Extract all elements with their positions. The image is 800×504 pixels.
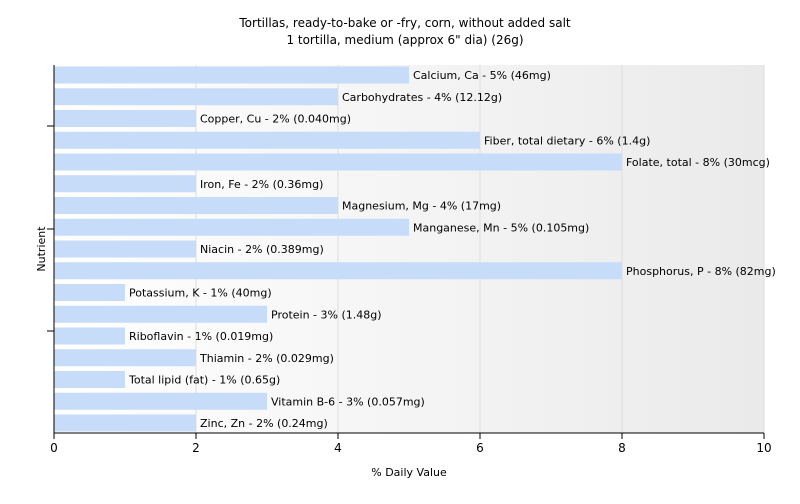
bar-label: Carbohydrates - 4% (12.12g) — [342, 91, 502, 104]
x-axis-label: % Daily Value — [371, 466, 447, 479]
bar — [54, 392, 267, 410]
chart-subtitle: 1 tortilla, medium (approx 6" dia) (26g) — [286, 33, 523, 47]
bar-label: Folate, total - 8% (30mcg) — [626, 156, 770, 169]
bar-label: Phosphorus, P - 8% (82mg) — [626, 265, 776, 278]
bar-label: Magnesium, Mg - 4% (17mg) — [342, 200, 501, 213]
bar — [54, 262, 622, 280]
bar-label: Vitamin B-6 - 3% (0.057mg) — [271, 395, 425, 408]
x-tick-label: 4 — [334, 441, 342, 455]
chart-title: Tortillas, ready-to-bake or -fry, corn, … — [238, 16, 571, 30]
x-tick-label: 2 — [192, 441, 200, 455]
bar-label: Niacin - 2% (0.389mg) — [200, 243, 324, 256]
bar — [54, 327, 125, 345]
bar-label: Fiber, total dietary - 6% (1.4g) — [484, 134, 650, 147]
bar — [54, 153, 622, 171]
bar — [54, 218, 409, 236]
x-tick-label: 6 — [476, 441, 484, 455]
bar — [54, 66, 409, 84]
bar-label: Zinc, Zn - 2% (0.24mg) — [200, 417, 328, 430]
x-axis-ticks: 0 2 4 6 8 10 — [50, 433, 772, 455]
x-tick-label: 8 — [618, 441, 626, 455]
bar-label: Thiamin - 2% (0.029mg) — [199, 352, 334, 365]
bar — [54, 305, 267, 323]
bar — [54, 240, 196, 258]
bar — [54, 371, 125, 388]
bar — [54, 131, 480, 149]
bar — [54, 284, 125, 301]
bar — [54, 175, 196, 193]
bar — [54, 349, 196, 367]
y-axis-label: Nutrient — [35, 226, 48, 272]
bar-label: Total lipid (fat) - 1% (0.65g) — [128, 374, 280, 387]
bar — [54, 88, 338, 106]
bar-label: Riboflavin - 1% (0.019mg) — [129, 330, 273, 343]
bar-label: Calcium, Ca - 5% (46mg) — [413, 69, 551, 82]
bar — [54, 110, 196, 127]
bar-label: Copper, Cu - 2% (0.040mg) — [200, 113, 351, 126]
x-tick-label: 0 — [50, 441, 58, 455]
bar-label: Potassium, K - 1% (40mg) — [129, 287, 272, 300]
bar — [54, 197, 338, 214]
x-tick-label: 10 — [756, 441, 771, 455]
bar-labels: Calcium, Ca - 5% (46mg) Carbohydrates - 4… — [128, 69, 776, 430]
bar-label: Manganese, Mn - 5% (0.105mg) — [413, 221, 589, 234]
bars — [54, 66, 622, 432]
bar-label: Protein - 3% (1.48g) — [271, 308, 382, 321]
bar-label: Iron, Fe - 2% (0.36mg) — [200, 178, 323, 191]
bar — [54, 414, 196, 432]
